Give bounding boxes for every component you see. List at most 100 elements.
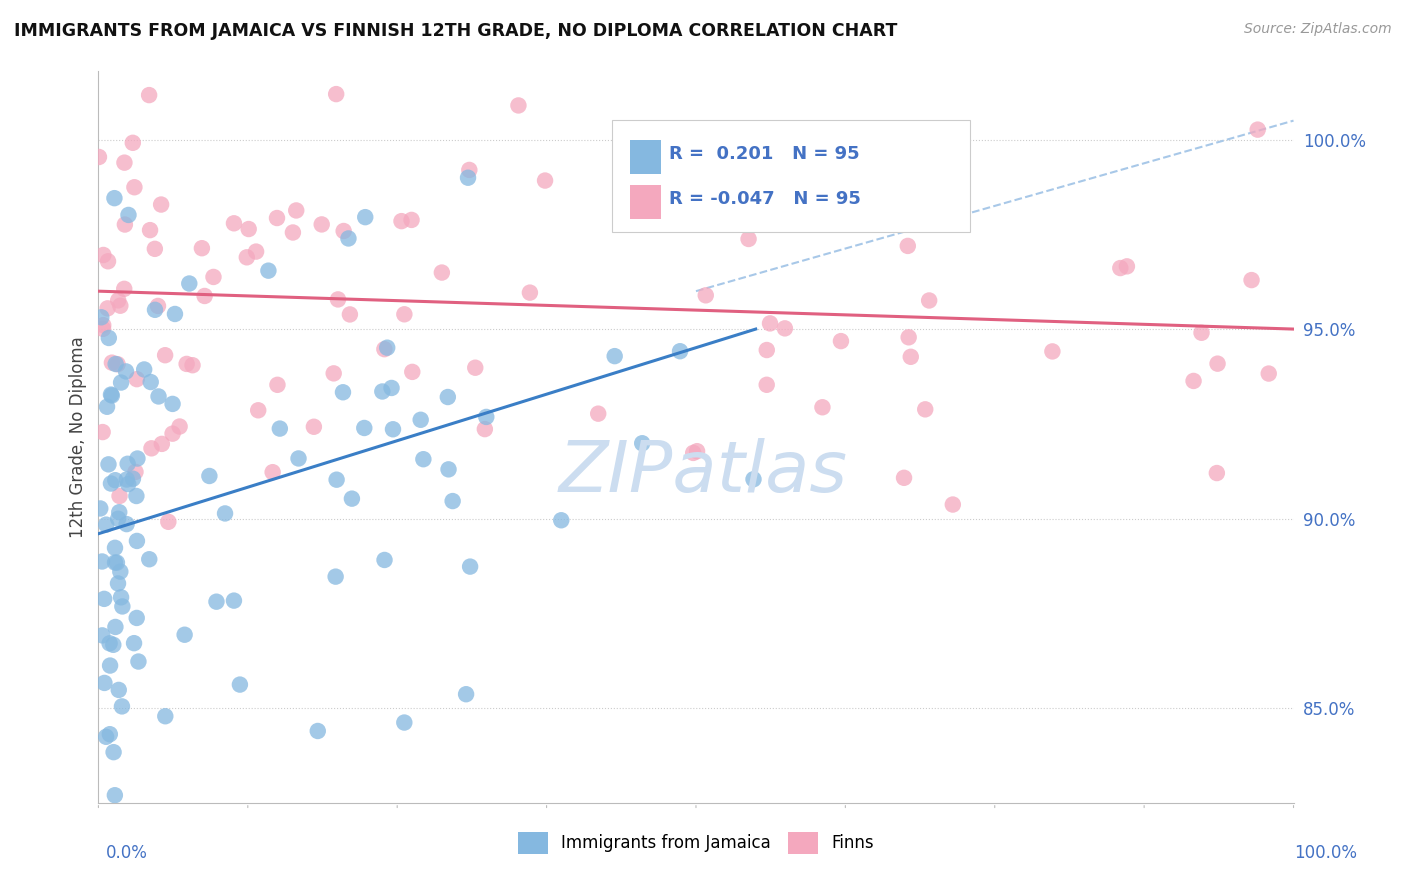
Text: R =  0.201   N = 95: R = 0.201 N = 95 [669,145,860,163]
Point [202,269,225,284]
Point [110,299,132,313]
Point [262,465,284,479]
Point [97,254,120,268]
Point [617,161,640,176]
Point [412,452,434,467]
Point [914,402,936,417]
Text: IMMIGRANTS FROM JAMAICA VS FINNISH 12TH GRADE, NO DIPLOMA CORRELATION CHART: IMMIGRANTS FROM JAMAICA VS FINNISH 12TH … [14,22,897,40]
Point [143,242,166,256]
Point [382,422,405,436]
Point [247,403,270,417]
Point [134,362,156,376]
Point [125,533,148,548]
Point [897,239,920,253]
Point [141,442,163,456]
Point [437,462,460,476]
Point [897,330,920,344]
Point [87,150,110,164]
Point [1205,466,1227,480]
Point [138,88,160,103]
Point [325,87,347,101]
Point [1257,367,1279,381]
Point [519,285,541,300]
Point [373,342,395,356]
Point [811,401,834,415]
Point [100,476,122,491]
Point [107,357,129,371]
Point [91,318,114,333]
Point [91,425,114,439]
Point [669,344,692,359]
Point [112,282,135,296]
Point [122,636,145,650]
Point [162,397,184,411]
Point [114,155,136,169]
Point [198,469,221,483]
Point [110,591,132,605]
Point [97,458,120,472]
Point [302,419,325,434]
Point [339,307,361,321]
Text: Source: ZipAtlas.com: Source: ZipAtlas.com [1244,22,1392,37]
Point [325,473,347,487]
Point [100,387,122,401]
Point [169,419,191,434]
Point [755,343,778,357]
Point [103,191,125,205]
Point [93,676,115,690]
Point [89,501,111,516]
Point [245,244,267,259]
Point [464,360,486,375]
Point [287,451,309,466]
Point [380,381,402,395]
Point [139,223,162,237]
Point [103,745,125,759]
Point [115,473,138,487]
Point [441,494,464,508]
Point [474,422,496,436]
Point [181,358,204,372]
Point [311,218,333,232]
Point [104,357,127,371]
Point [394,307,416,321]
Point [125,489,148,503]
Point [124,180,146,194]
Point [121,136,143,150]
Point [238,222,260,236]
Point [900,350,922,364]
Point [458,559,481,574]
Point [631,436,654,450]
Text: R = -0.047   N = 95: R = -0.047 N = 95 [669,190,860,208]
Point [285,203,308,218]
Point [122,472,145,486]
Point [759,317,782,331]
Point [354,210,377,224]
Point [266,211,288,225]
Point [93,248,115,262]
Point [430,266,453,280]
Point [437,390,460,404]
Point [457,170,479,185]
Point [1206,357,1229,371]
Point [98,636,121,650]
Point [550,513,572,527]
Point [94,730,117,744]
Point [281,226,304,240]
Point [353,421,375,435]
Point [110,565,132,579]
Point [125,611,148,625]
Point [326,293,349,307]
Legend: Immigrants from Jamaica, Finns: Immigrants from Jamaica, Finns [512,826,880,860]
Point [176,357,198,371]
Point [1109,261,1132,276]
Point [104,541,127,555]
Point [686,444,709,458]
Point [107,293,129,308]
Point [91,322,114,336]
Text: 0.0%: 0.0% [105,844,148,862]
Point [332,224,354,238]
Point [214,507,236,521]
Point [337,231,360,245]
Point [179,277,201,291]
Point [104,620,127,634]
